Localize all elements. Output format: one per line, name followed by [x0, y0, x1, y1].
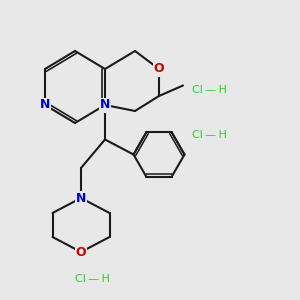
Text: Cl — H: Cl — H [192, 85, 227, 95]
Text: N: N [100, 98, 110, 112]
Text: Cl — H: Cl — H [75, 274, 110, 284]
Text: N: N [40, 98, 50, 112]
Text: O: O [154, 62, 164, 76]
Text: N: N [76, 191, 86, 205]
Text: O: O [76, 245, 86, 259]
Text: Cl — H: Cl — H [192, 130, 227, 140]
